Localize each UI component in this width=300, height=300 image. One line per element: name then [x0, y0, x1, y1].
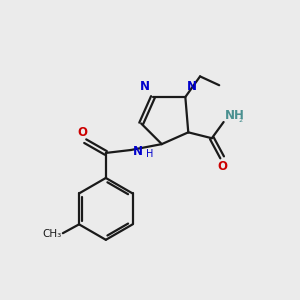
Text: O: O: [78, 126, 88, 139]
Text: CH₃: CH₃: [42, 229, 62, 239]
Text: ₂: ₂: [239, 114, 243, 124]
Text: NH: NH: [225, 109, 245, 122]
Text: N: N: [187, 80, 197, 94]
Text: N: N: [133, 145, 143, 158]
Text: N: N: [140, 80, 149, 94]
Text: O: O: [217, 160, 227, 173]
Text: H: H: [146, 148, 154, 158]
